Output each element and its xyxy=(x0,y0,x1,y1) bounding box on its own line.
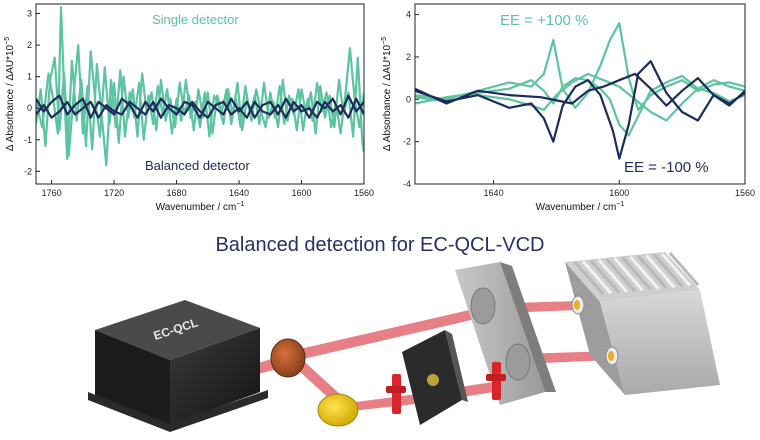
x-tick-label: 1560 xyxy=(354,188,374,198)
y-tick-label: 2 xyxy=(406,52,411,62)
laser-base xyxy=(88,390,268,432)
laser-box-front xyxy=(95,330,170,425)
chart2-annotation-minus: EE = -100 % xyxy=(624,159,709,176)
chart2-plot-area xyxy=(415,22,745,160)
chart1-x-axis-label: Wavenumber / cm−1 xyxy=(156,201,245,213)
x-tick-label: 1680 xyxy=(167,188,187,198)
chart1-x-ticks: 1760 1720 1680 1640 1600 1560 xyxy=(42,180,374,198)
heat-sink-fin xyxy=(637,255,668,289)
y-tick-label: -4 xyxy=(403,179,411,189)
heat-sink-fin xyxy=(597,258,628,293)
ec-qcl-laser: EC-QCL xyxy=(88,300,268,432)
y-tick-label: 0 xyxy=(406,94,411,104)
chart2-frame xyxy=(414,3,746,185)
heat-sink-fin xyxy=(645,254,676,289)
chart1-y-ticks: 3 2 1 0 -1 -2 xyxy=(24,8,40,176)
heat-sink-fin xyxy=(589,259,620,294)
heat-sink-fin xyxy=(613,257,644,292)
single-vs-balanced-chart: 1760 1720 1680 1640 1600 1560 3 2 1 0 -1 -2 Wavenu… xyxy=(4,3,374,213)
heat-sink-fin xyxy=(629,255,660,290)
chart2-series-3 xyxy=(415,60,745,160)
balanced-detector xyxy=(565,252,720,395)
x-tick-label: 1760 xyxy=(42,188,62,198)
chart1-series-3 xyxy=(36,97,364,119)
chart1-series-2 xyxy=(36,94,364,119)
y-tick-label: 2 xyxy=(27,40,32,50)
chart2-series-2 xyxy=(415,72,745,122)
x-tick-label: 1720 xyxy=(104,188,124,198)
chart2-x-axis-label: Wavenumber / cm−1 xyxy=(536,201,625,213)
heat-sink-fins xyxy=(573,252,700,295)
polarizer-holder-1-clip xyxy=(386,386,406,393)
chart2-y-axis-label: Δ Absorbance / ΔAU*10−5 xyxy=(381,37,393,151)
heat-sink-fin xyxy=(621,256,652,291)
chart1-frame xyxy=(35,3,365,185)
laser-box-top xyxy=(95,300,260,360)
chart1-annotation-balanced: Balanced detector xyxy=(145,158,250,173)
plate-window-top xyxy=(470,287,496,325)
figure-title: Balanced detection for EC-QCL-VCD xyxy=(215,234,544,256)
beam-splitter-disc xyxy=(270,338,306,378)
modulator-aperture xyxy=(427,374,439,386)
polarizer-holder-1 xyxy=(392,374,401,414)
detector-input-top-core xyxy=(574,300,580,310)
setup-diagram: EC-QCL xyxy=(88,252,720,432)
beam-mirror-to-modulator xyxy=(340,393,425,412)
chart2-annotation-plus: EE = +100 % xyxy=(500,12,588,29)
y-tick-label: -1 xyxy=(24,135,32,145)
plate-window-bottom xyxy=(505,343,531,381)
y-tick-label: 3 xyxy=(27,8,32,18)
heat-sink-fin xyxy=(668,252,700,286)
heat-sink-fin xyxy=(653,253,684,288)
detector-input-bottom-core xyxy=(608,351,614,361)
plate-side xyxy=(500,262,556,392)
chart1-series-1 xyxy=(36,44,364,167)
chart1-plot-area xyxy=(36,6,364,167)
modulator xyxy=(386,330,468,425)
x-tick-label: 1640 xyxy=(229,188,249,198)
heat-sink-fin xyxy=(605,258,636,292)
y-tick-label: -2 xyxy=(403,137,411,147)
chart1-series-0 xyxy=(36,6,364,160)
y-tick-label: 4 xyxy=(406,10,411,20)
x-tick-label: 1600 xyxy=(292,188,312,198)
beam-splitter-to-plate xyxy=(287,308,480,362)
heat-sink-fin xyxy=(573,261,605,295)
chart1-annotation-single: Single detector xyxy=(152,12,239,27)
chart2-series-4 xyxy=(415,72,745,107)
beam-splitter xyxy=(270,338,306,378)
chart1-y-axis-label: Δ Absorbance / ΔAU*10−5 xyxy=(4,37,16,151)
chart2-x-ticks: 1640 1600 1560 xyxy=(484,180,755,198)
mirror xyxy=(317,393,359,427)
mirror-disc xyxy=(317,393,359,427)
heat-sink-fin xyxy=(581,260,613,295)
laser-box-side xyxy=(170,328,260,425)
enantiomer-chart: 1640 1600 1560 4 2 0 -2 -4 Wavenumber / cm−1 Δ… xyxy=(381,3,755,213)
y-tick-label: -2 xyxy=(24,166,32,176)
chart2-y-ticks: 4 2 0 -2 -4 xyxy=(403,10,419,189)
x-tick-label: 1600 xyxy=(609,188,629,198)
y-tick-label: 1 xyxy=(27,72,32,82)
heat-sink-fin xyxy=(660,252,692,287)
detector-side xyxy=(600,290,720,395)
y-tick-label: 0 xyxy=(27,103,32,113)
polarizer-holder-2-clip xyxy=(486,374,506,381)
chart2-series-1 xyxy=(415,74,745,137)
x-tick-label: 1640 xyxy=(484,188,504,198)
sample-plate xyxy=(455,262,556,405)
x-tick-label: 1560 xyxy=(735,188,755,198)
modulator-edge xyxy=(445,330,468,402)
